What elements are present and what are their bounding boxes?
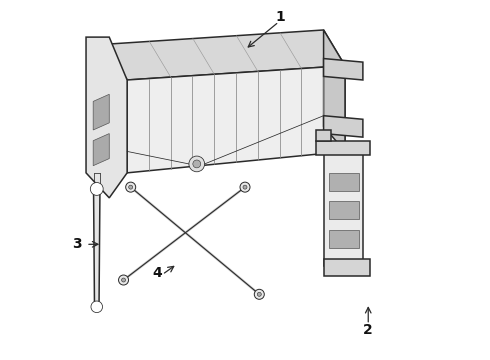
Polygon shape [127, 66, 345, 173]
Circle shape [122, 278, 125, 282]
Circle shape [243, 185, 247, 189]
Circle shape [126, 182, 136, 192]
Polygon shape [323, 258, 370, 276]
Circle shape [254, 289, 264, 299]
Text: 2: 2 [364, 323, 373, 337]
Circle shape [90, 183, 103, 195]
Text: 4: 4 [152, 266, 162, 280]
Circle shape [129, 185, 133, 189]
Text: 1: 1 [276, 10, 286, 24]
Polygon shape [329, 202, 359, 219]
Polygon shape [323, 152, 363, 266]
Polygon shape [317, 141, 370, 155]
Polygon shape [323, 116, 363, 137]
Polygon shape [106, 44, 127, 173]
Polygon shape [93, 134, 109, 166]
Polygon shape [329, 230, 359, 248]
Polygon shape [93, 94, 109, 130]
Circle shape [240, 182, 250, 192]
Polygon shape [323, 30, 345, 152]
Circle shape [189, 156, 205, 172]
Text: 3: 3 [73, 237, 82, 251]
Circle shape [193, 160, 201, 168]
Polygon shape [323, 59, 363, 80]
Polygon shape [329, 173, 359, 191]
Polygon shape [317, 130, 331, 141]
Circle shape [91, 301, 102, 312]
Polygon shape [86, 37, 127, 198]
Polygon shape [106, 30, 345, 80]
Circle shape [257, 292, 261, 296]
Circle shape [119, 275, 128, 285]
Polygon shape [94, 187, 100, 309]
